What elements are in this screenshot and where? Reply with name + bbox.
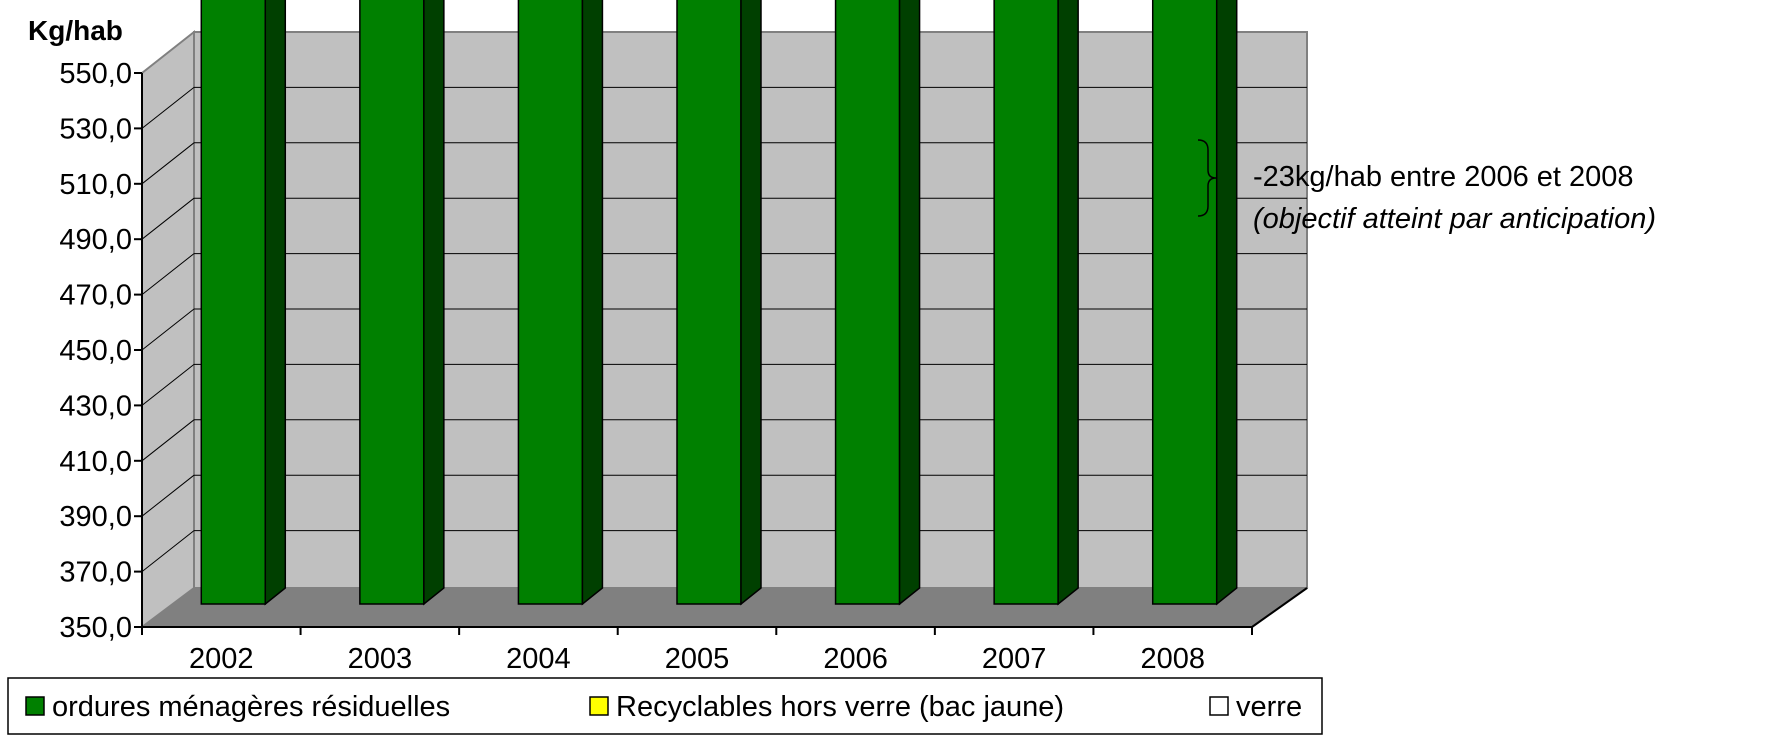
y-axis-ticks: 550,0 530,0 510,0 490,0 470,0 450,0 430,0 410,0… [59, 58, 142, 644]
legend-label: verre [1236, 691, 1302, 723]
legend-label: Recyclables hors verre (bac jaune) [616, 691, 1064, 723]
x-tick-label: 2007 [982, 643, 1047, 675]
legend-box [7, 677, 1323, 735]
bar-segment [993, 0, 1059, 605]
x-axis-ticks: 2002 2003 2004 2005 2006 2007 2008 [141, 627, 1253, 675]
gridline-side [141, 419, 195, 462]
legend: ordures ménagères résiduelles Recyclables… [25, 691, 1302, 723]
gridline-side [141, 87, 195, 129]
y-tick-label: 350,0 [59, 612, 132, 644]
bar-segment [359, 0, 425, 605]
gridline-side [141, 31, 195, 74]
legend-swatch [1209, 696, 1229, 716]
bar-segment-side [1057, 0, 1079, 606]
bar-segment-side [1215, 0, 1238, 606]
y-tick-label: 430,0 [59, 390, 132, 422]
y-tick-label: 550,0 [59, 58, 132, 90]
x-tick-label: 2002 [189, 643, 254, 675]
bars [200, 0, 1238, 606]
legend-label: ordures ménagères résiduelles [52, 691, 450, 723]
bar-segment-side [898, 0, 921, 606]
bar-segment [834, 0, 901, 605]
y-tick-label: 450,0 [59, 335, 132, 367]
y-tick-label: 510,0 [59, 169, 132, 201]
y-tick-label: 530,0 [59, 113, 132, 145]
y-tick-label: 390,0 [59, 501, 132, 533]
bar-segment [200, 0, 267, 605]
x-axis-depth-line [1251, 587, 1308, 628]
gridline-side [141, 142, 195, 185]
gridline-side [141, 474, 195, 517]
bar-segment-side [740, 0, 762, 606]
bar-segment [676, 0, 742, 605]
y-axis-unit-label: Kg/hab [28, 15, 123, 46]
y-tick-label: 490,0 [59, 224, 132, 256]
gridline-side [141, 197, 195, 240]
annotation-line-1: -23kg/hab entre 2006 et 2008 [1253, 161, 1634, 193]
gridline-side [141, 530, 195, 572]
bar-segment [1151, 0, 1218, 605]
bar-segment-side [423, 0, 445, 606]
gridline-side [141, 364, 195, 406]
x-tick-label: 2003 [348, 643, 413, 675]
x-tick-label: 2006 [823, 643, 888, 675]
x-tick-label: 2004 [506, 643, 571, 675]
y-tick-label: 370,0 [59, 557, 132, 589]
x-tick-label: 2005 [665, 643, 730, 675]
x-tick-label: 2008 [1140, 643, 1205, 675]
bar-segment [517, 0, 584, 605]
y-tick-label: 410,0 [59, 446, 132, 478]
legend-swatch [25, 696, 45, 716]
annotation-line-2: (objectif atteint par anticipation) [1253, 203, 1656, 235]
legend-swatch [589, 696, 609, 716]
annotation-brace [1197, 139, 1217, 217]
gridline-side [141, 308, 195, 351]
gridline-side [141, 253, 195, 295]
bar-segment-side [581, 0, 604, 606]
y-tick-label: 470,0 [59, 280, 132, 312]
bar-segment-side [264, 0, 287, 606]
